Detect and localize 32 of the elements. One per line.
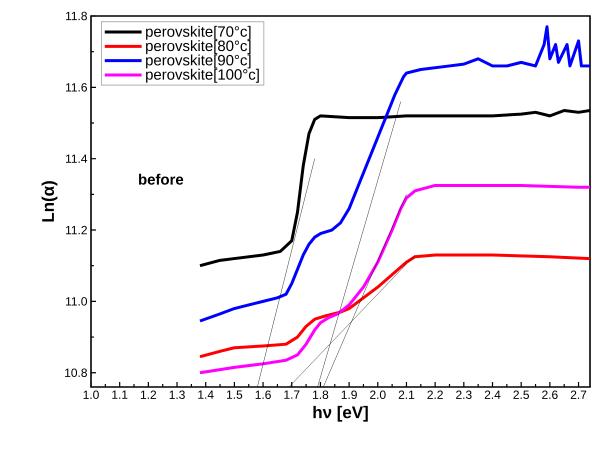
y-tick-label: 11.4 bbox=[66, 154, 88, 163]
x-tick-label: 2.5 bbox=[513, 390, 529, 399]
x-tick-label: 1.7 bbox=[284, 390, 300, 399]
x-tick-label: 1.1 bbox=[112, 390, 128, 399]
x-tick-label: 1.4 bbox=[198, 390, 214, 399]
x-tick-label: 1.9 bbox=[342, 390, 357, 399]
x-axis-title: hν [eV] bbox=[313, 406, 368, 422]
x-tick-label: 2.3 bbox=[456, 390, 472, 399]
y-tick-label: 10.8 bbox=[65, 368, 87, 377]
legend-label: perovskite[90°c] bbox=[146, 54, 251, 68]
x-tick-label: 1.8 bbox=[313, 390, 328, 399]
x-tick-label: 2.2 bbox=[427, 390, 443, 399]
y-tick-label: 11.2 bbox=[66, 226, 87, 234]
y-tick-label: 11.8 bbox=[66, 12, 87, 20]
legend-label: perovskite[80°c] bbox=[146, 40, 251, 54]
y-tick-label: 11.0 bbox=[66, 297, 88, 306]
line-series bbox=[198, 254, 590, 358]
legend-label: perovskite[100°c] bbox=[146, 68, 259, 83]
x-tick-label: 2.4 bbox=[484, 390, 500, 399]
x-tick-label: 2.6 bbox=[542, 390, 558, 399]
x-tick-label: 1.6 bbox=[256, 390, 271, 399]
y-tick-label: 11.6 bbox=[66, 83, 87, 92]
x-tick-label: 2.7 bbox=[570, 390, 586, 399]
x-tick-label: 2.0 bbox=[370, 390, 386, 399]
x-tick-label: 1.0 bbox=[84, 390, 99, 399]
x-tick-label: 1.5 bbox=[226, 390, 242, 399]
legend-label: perovskite[70°c] bbox=[146, 26, 251, 40]
x-tick-label: 1.2 bbox=[140, 390, 156, 399]
x-tick-label: 2.1 bbox=[398, 390, 414, 399]
y-axis-title: Ln(α) bbox=[42, 181, 58, 222]
x-tick-label: 1.3 bbox=[170, 390, 185, 399]
annotation: before bbox=[139, 174, 184, 185]
